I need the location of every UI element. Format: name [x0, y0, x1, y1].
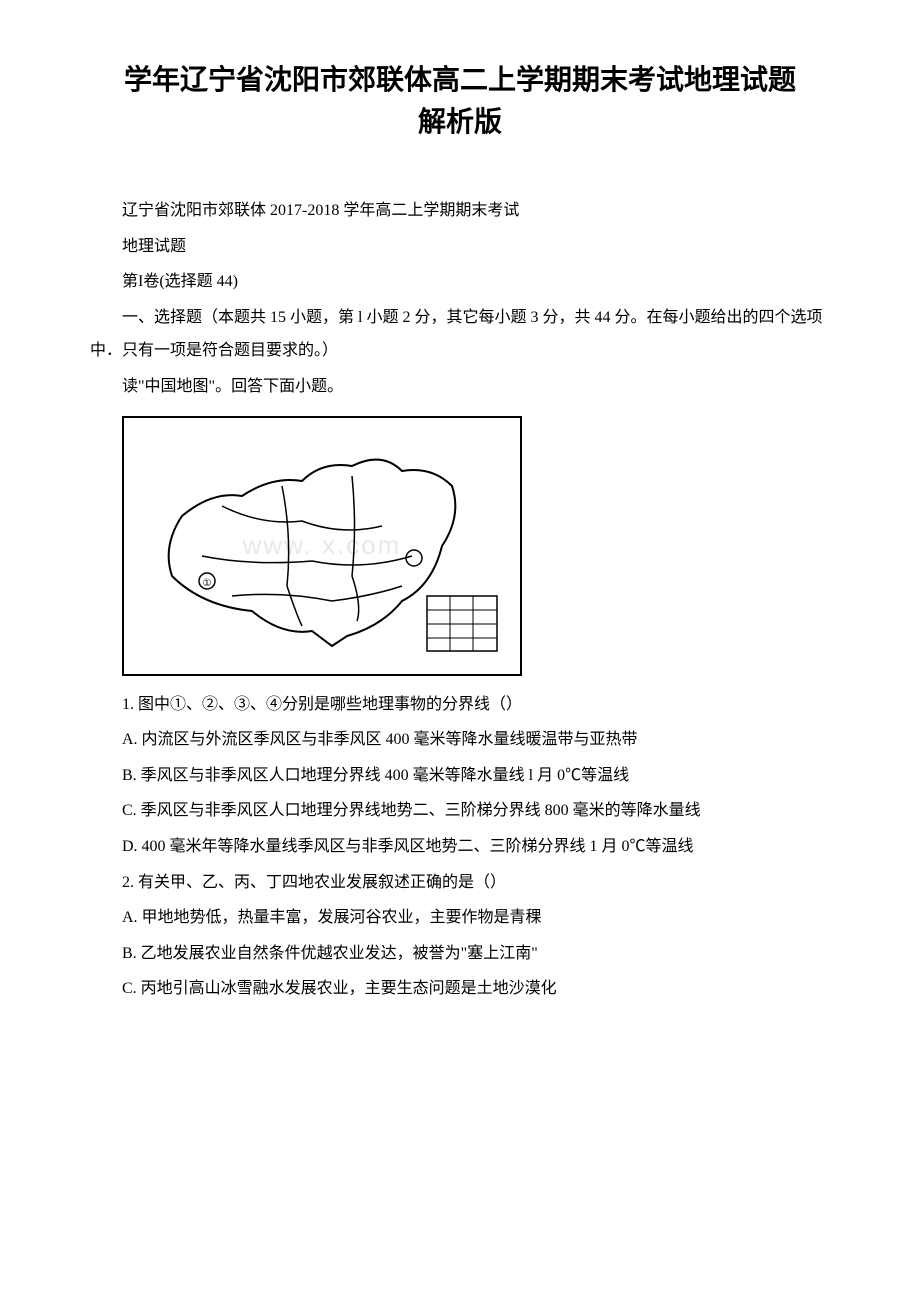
svg-text:①: ① [203, 578, 212, 589]
exam-subject: 地理试题 [90, 230, 830, 264]
china-map: www. x.com ① [122, 416, 522, 676]
question-2-stem: 2. 有关甲、乙、丙、丁四地农业发展叙述正确的是（） [90, 866, 830, 900]
instructions: 一、选择题（本题共 15 小题，第 l 小题 2 分，其它每小题 3 分，共 4… [90, 301, 830, 368]
title-line-1: 学年辽宁省沈阳市郊联体高二上学期期末考试地理试题 [124, 65, 796, 96]
question-1-option-d: D. 400 毫米年等降水量线季风区与非季风区地势二、三阶梯分界线 1 月 0℃… [90, 830, 830, 864]
figure-prompt: 读"中国地图"。回答下面小题。 [90, 370, 830, 404]
map-svg: ① [132, 426, 512, 666]
section-header: 第I卷(选择题 44) [90, 265, 830, 299]
map-figure: www. x.com ① [122, 416, 830, 676]
document-title: 学年辽宁省沈阳市郊联体高二上学期期末考试地理试题 解析版 [90, 60, 830, 144]
question-1-option-a: A. 内流区与外流区季风区与非季风区 400 毫米等降水量线暖温带与亚热带 [90, 723, 830, 757]
question-1-option-b: B. 季风区与非季风区人口地理分界线 400 毫米等降水量线 l 月 0℃等温线 [90, 759, 830, 793]
question-1-option-c: C. 季风区与非季风区人口地理分界线地势二、三阶梯分界线 800 毫米的等降水量… [90, 794, 830, 828]
question-2-option-b: B. 乙地发展农业自然条件优越农业发达，被誉为"塞上江南" [90, 937, 830, 971]
question-1-stem: 1. 图中①、②、③、④分别是哪些地理事物的分界线（） [90, 688, 830, 722]
question-2-option-a: A. 甲地地势低，热量丰富，发展河谷农业，主要作物是青稞 [90, 901, 830, 935]
question-2-option-c: C. 丙地引高山冰雪融水发展农业，主要生态问题是土地沙漠化 [90, 972, 830, 1006]
title-line-2: 解析版 [418, 107, 502, 138]
exam-source: 辽宁省沈阳市郊联体 2017-2018 学年高二上学期期末考试 [90, 194, 830, 228]
